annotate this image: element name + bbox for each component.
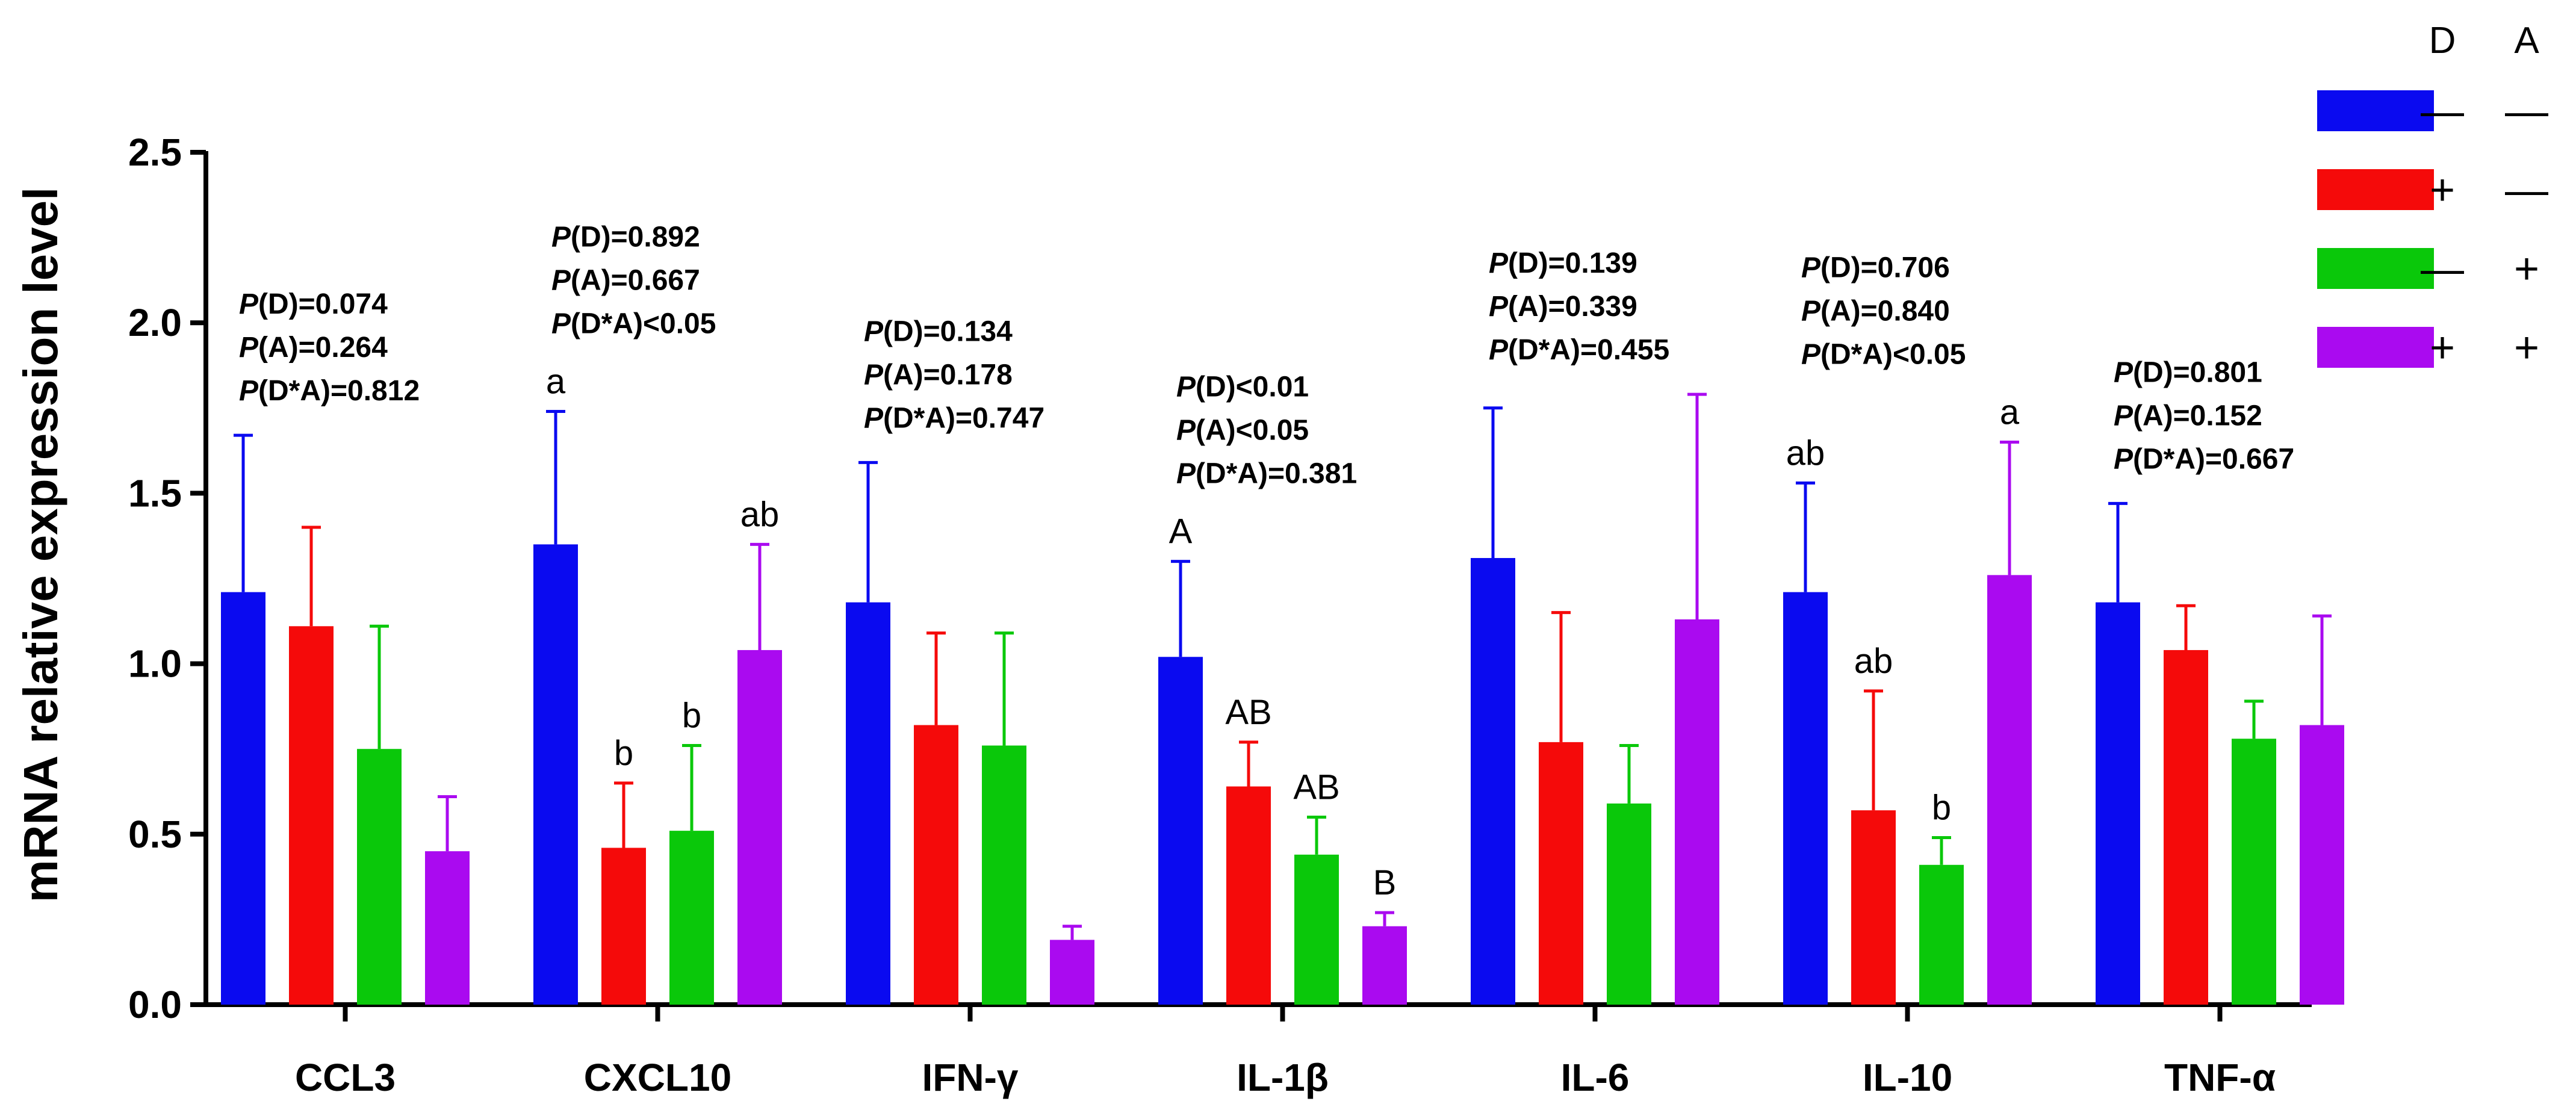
legend-a-sign: — bbox=[2505, 166, 2548, 214]
bar bbox=[1783, 592, 1828, 1005]
bar bbox=[2232, 739, 2276, 1005]
significance-letter: B bbox=[1373, 863, 1397, 902]
p-value-text: P(D)=0.892 bbox=[551, 221, 700, 253]
significance-letter: A bbox=[1169, 512, 1193, 551]
bar bbox=[1675, 619, 1719, 1005]
p-value-block: P(D)=0.892 P(A)=0.667 P(D*A)<0.05 bbox=[551, 221, 716, 339]
x-tick-label: IL-10 bbox=[1863, 1056, 1952, 1099]
legend-header-d: D bbox=[2429, 20, 2456, 61]
y-tick-label: 2.0 bbox=[128, 301, 182, 344]
bar bbox=[982, 745, 1026, 1005]
p-value-text: P(D*A)<0.05 bbox=[1801, 338, 1966, 370]
p-value-block: P(D)=0.801 P(A)=0.152 P(D*A)=0.667 bbox=[2114, 356, 2294, 475]
p-value-block: P(D)=0.074 P(A)=0.264 P(D*A)=0.812 bbox=[239, 288, 420, 407]
y-tick-label: 1.5 bbox=[128, 471, 182, 515]
bar bbox=[1362, 926, 1407, 1005]
x-tick-label: IL-6 bbox=[1561, 1056, 1630, 1099]
p-value-text: P(D)=0.801 bbox=[2114, 356, 2262, 388]
p-value-text: P(D)=0.134 bbox=[864, 315, 1013, 347]
p-value-text: P(A)=0.264 bbox=[239, 332, 388, 364]
y-tick-label: 1.0 bbox=[128, 642, 182, 686]
significance-letter: ab bbox=[740, 495, 780, 534]
legend-d-sign: + bbox=[2430, 324, 2455, 372]
bar bbox=[533, 544, 578, 1005]
significance-letter: a bbox=[2000, 392, 2020, 432]
bar bbox=[737, 650, 782, 1005]
p-value-text: P(D)=0.074 bbox=[239, 288, 388, 320]
x-tick-label: TNF-α bbox=[2164, 1056, 2276, 1099]
bar bbox=[289, 626, 334, 1005]
p-value-text: P(D*A)=0.812 bbox=[239, 375, 420, 407]
x-tick-label: IL-1β bbox=[1237, 1056, 1329, 1099]
p-value-text: P(D)<0.01 bbox=[1176, 371, 1309, 403]
x-tick-label: CCL3 bbox=[295, 1056, 396, 1099]
legend-swatch bbox=[2317, 169, 2434, 210]
p-value-text: P(A)=0.152 bbox=[2114, 400, 2262, 432]
legend-a-sign: — bbox=[2505, 87, 2548, 135]
legend-swatch bbox=[2317, 327, 2434, 368]
legend-d-sign: — bbox=[2421, 245, 2464, 293]
p-value-block: P(D)=0.706 P(A)=0.840 P(D*A)<0.05 bbox=[1801, 252, 1966, 370]
bar bbox=[1919, 864, 1964, 1005]
x-tick-label: CXCL10 bbox=[584, 1056, 731, 1099]
p-value-text: P(D*A)=0.667 bbox=[2114, 443, 2294, 475]
bar bbox=[221, 592, 265, 1005]
bar bbox=[601, 848, 646, 1005]
bar bbox=[2164, 650, 2208, 1005]
legend-d-sign: — bbox=[2421, 87, 2464, 135]
significance-letter: ab bbox=[1854, 642, 1893, 681]
p-value-text: P(D)=0.139 bbox=[1489, 247, 1637, 279]
x-tick-label: IFN-γ bbox=[922, 1056, 1019, 1099]
p-value-block: P(D)=0.139 P(A)=0.339 P(D*A)=0.455 bbox=[1489, 247, 1669, 366]
legend-swatch bbox=[2317, 90, 2434, 131]
legend-d-sign: + bbox=[2430, 166, 2455, 214]
significance-letter: b bbox=[1932, 788, 1951, 827]
bar bbox=[1987, 575, 2032, 1005]
legend: D A — — + — — + + + bbox=[2317, 20, 2548, 372]
bar bbox=[425, 851, 470, 1005]
y-axis-title: mRNA relative expression level bbox=[14, 187, 67, 903]
legend-header-a: A bbox=[2514, 20, 2539, 61]
bar bbox=[1158, 657, 1203, 1005]
p-value-text: P(D*A)=0.455 bbox=[1489, 334, 1669, 366]
significance-letter: ab bbox=[1786, 433, 1825, 473]
legend-a-sign: + bbox=[2514, 324, 2539, 372]
p-value-text: P(A)=0.840 bbox=[1801, 295, 1950, 327]
bar bbox=[1471, 558, 1515, 1005]
significance-letter: AB bbox=[1293, 767, 1339, 807]
bar bbox=[1539, 742, 1583, 1005]
legend-swatch bbox=[2317, 248, 2434, 289]
bar bbox=[1851, 810, 1896, 1005]
p-value-text: P(D*A)=0.381 bbox=[1176, 458, 1357, 490]
bar bbox=[2096, 602, 2140, 1005]
bar bbox=[2300, 725, 2344, 1005]
bar bbox=[846, 602, 890, 1005]
y-tick-label: 0.5 bbox=[128, 813, 182, 856]
p-value-text: P(D)=0.706 bbox=[1801, 252, 1950, 284]
significance-letter: a bbox=[546, 362, 566, 401]
significance-letter: b bbox=[614, 734, 633, 773]
significance-letter: b bbox=[682, 696, 701, 736]
p-value-text: P(A)<0.05 bbox=[1176, 415, 1309, 447]
p-value-text: P(A)=0.667 bbox=[551, 264, 700, 296]
bar bbox=[1294, 854, 1339, 1005]
bar bbox=[669, 831, 714, 1005]
p-value-block: P(D)=0.134 P(A)=0.178 P(D*A)=0.747 bbox=[864, 315, 1044, 434]
p-value-block: P(D)<0.01 P(A)<0.05 P(D*A)=0.381 bbox=[1176, 371, 1357, 490]
y-tick-label: 0.0 bbox=[128, 983, 182, 1026]
bar bbox=[1050, 940, 1094, 1005]
p-value-text: P(A)=0.178 bbox=[864, 359, 1013, 391]
p-value-text: P(D*A)=0.747 bbox=[864, 402, 1044, 434]
bar bbox=[1607, 803, 1651, 1005]
significance-letter: AB bbox=[1225, 693, 1271, 732]
bar bbox=[914, 725, 958, 1005]
p-value-text: P(A)=0.339 bbox=[1489, 291, 1637, 323]
bar bbox=[1226, 786, 1271, 1005]
p-value-text: P(D*A)<0.05 bbox=[551, 308, 716, 339]
legend-a-sign: + bbox=[2514, 245, 2539, 293]
plot-area: 0.0 0.5 1.0 1.5 2.0 2.5 CCL3 P(D)=0.074 P(A)=0.2… bbox=[128, 131, 2344, 1099]
y-tick-label: 2.5 bbox=[128, 131, 182, 174]
bar bbox=[357, 749, 402, 1005]
